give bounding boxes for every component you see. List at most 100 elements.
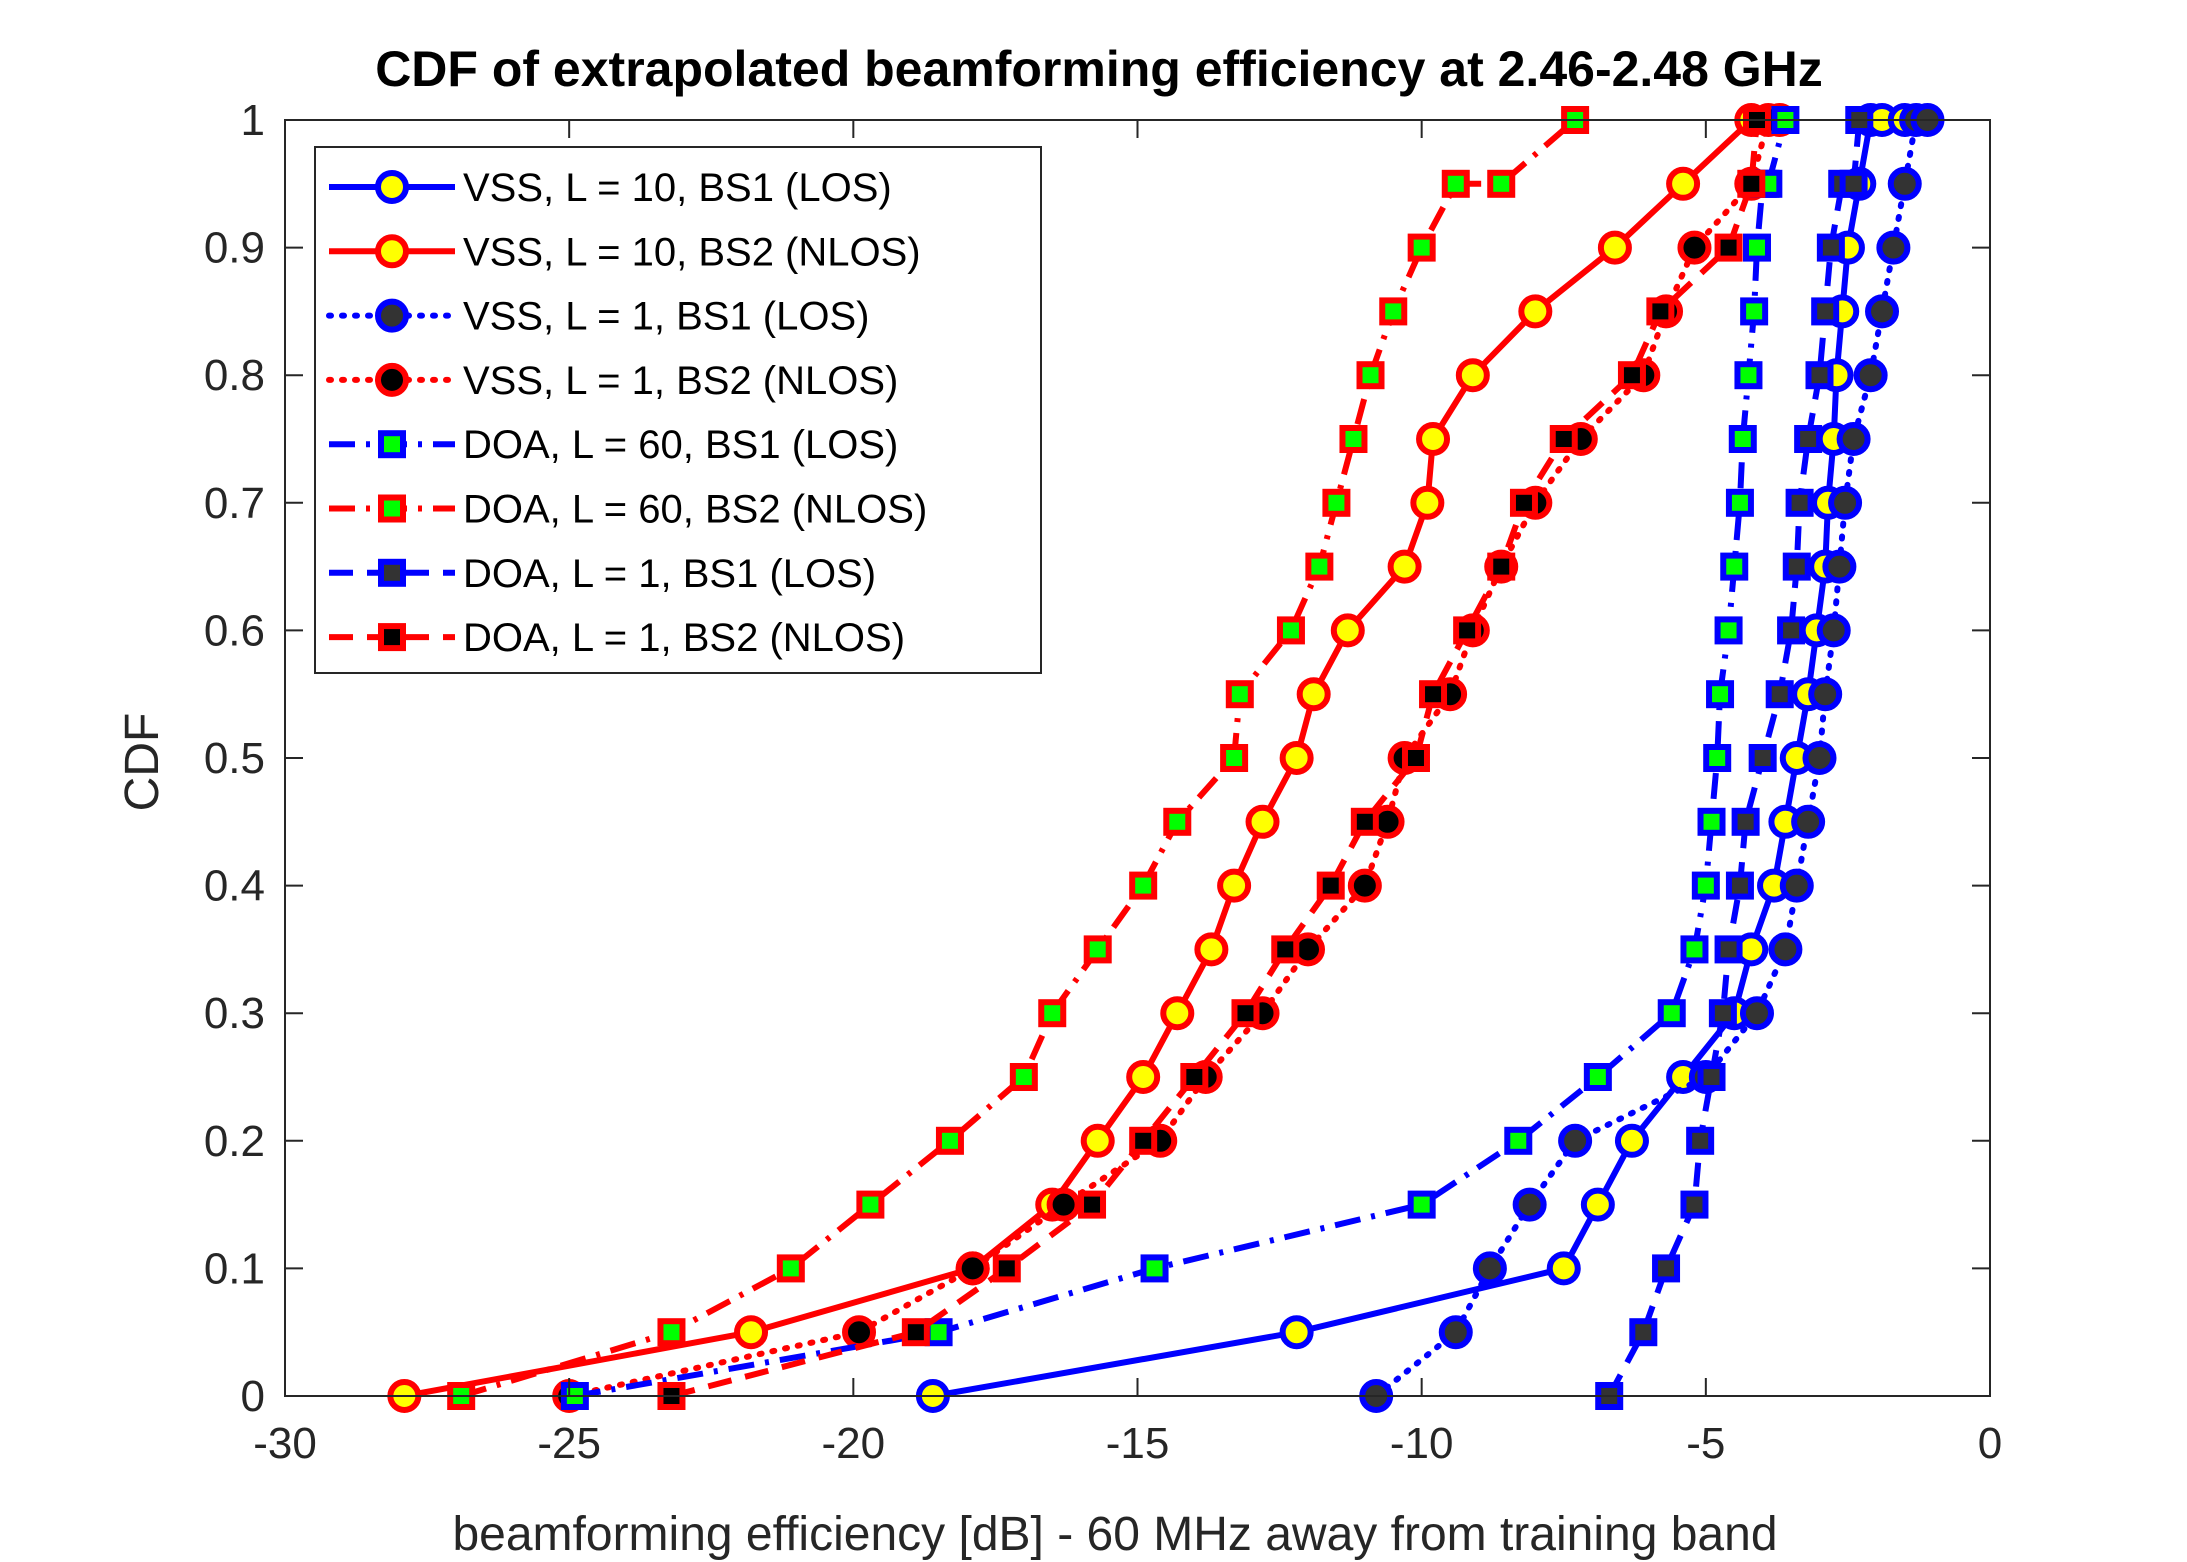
data-point: [1714, 616, 1743, 645]
data-point: [1876, 230, 1911, 265]
data-point: [1740, 297, 1769, 326]
data-point: [1657, 999, 1686, 1028]
data-point: [1356, 361, 1385, 390]
data-point: [1583, 1063, 1612, 1091]
data-point: [1805, 361, 1834, 390]
data-point: [1487, 552, 1516, 581]
legend-label: VSS, L = 10, BS2 (NLOS): [463, 230, 921, 274]
data-point: [734, 1315, 769, 1350]
y-tick-label: 0.8: [204, 351, 265, 400]
y-tick-label: 0.2: [204, 1117, 265, 1166]
legend-marker: [375, 362, 409, 397]
data-point: [1038, 999, 1067, 1028]
data-point: [1009, 1063, 1038, 1091]
x-tick-label: -15: [1106, 1419, 1170, 1468]
data-point: [1140, 1254, 1169, 1283]
legend-label: DOA, L = 1, BS2 (NLOS): [463, 616, 905, 660]
data-point: [1330, 613, 1365, 648]
legend-marker: [375, 234, 409, 269]
x-tick-label: -20: [822, 1419, 886, 1468]
data-point: [1129, 871, 1158, 900]
x-tick-label: -30: [253, 1419, 317, 1468]
legend: VSS, L = 10, BS1 (LOS) VSS, L = 10, BS2 (…: [314, 146, 1042, 674]
data-point: [1731, 807, 1760, 836]
data-point: [1865, 294, 1900, 329]
series-line: [1373, 117, 1931, 1399]
data-point: [1220, 744, 1249, 772]
data-point: [1714, 233, 1743, 262]
legend-item: DOA, L = 60, BS2 (NLOS): [329, 488, 927, 532]
legend-marker: [375, 298, 409, 333]
data-point: [1680, 935, 1709, 964]
data-point: [1231, 999, 1260, 1028]
data-point: [1245, 804, 1280, 839]
data-point: [1410, 485, 1445, 520]
data-point: [1504, 1126, 1533, 1155]
data-point: [1129, 1126, 1158, 1155]
x-tick-label: -10: [1390, 1419, 1454, 1468]
data-point: [1720, 552, 1749, 581]
data-point: [1407, 233, 1436, 262]
legend-box: [314, 146, 1042, 674]
y-tick-label: 0.3: [204, 989, 265, 1038]
data-point: [1666, 166, 1701, 201]
data-point: [1271, 935, 1300, 964]
series-line: [1606, 119, 1863, 1398]
data-point: [1680, 1190, 1709, 1219]
series-5: [560, 106, 1800, 1410]
legend-marker: [375, 170, 409, 204]
data-point: [1703, 744, 1732, 772]
data-point: [1839, 169, 1868, 198]
data-point: [1816, 613, 1851, 648]
data-point: [1580, 1187, 1615, 1222]
data-point: [1518, 294, 1553, 329]
legend-item: VSS, L = 10, BS1 (LOS): [329, 166, 892, 210]
data-point: [1080, 1123, 1115, 1158]
data-point: [1512, 1187, 1547, 1222]
data-point: [1453, 616, 1482, 645]
data-point: [1828, 485, 1863, 520]
legend-label: VSS, L = 1, BS2 (NLOS): [463, 359, 898, 403]
data-point: [1276, 616, 1305, 645]
data-point: [1779, 868, 1814, 903]
data-point: [1708, 999, 1737, 1028]
data-point: [1441, 169, 1470, 198]
legend-marker: [378, 494, 406, 523]
series-layer: [387, 103, 1945, 1413]
series-line: [670, 119, 1760, 1399]
legend-label: VSS, L = 10, BS1 (LOS): [463, 166, 892, 210]
data-point: [1078, 1190, 1107, 1219]
legend-item: DOA, L = 1, BS1 (LOS): [329, 552, 876, 596]
x-tick-label: 0: [1978, 1419, 2002, 1468]
data-point: [1558, 1123, 1593, 1158]
data-point: [1646, 297, 1675, 326]
data-point: [1734, 361, 1763, 390]
legend-item: DOA, L = 1, BS2 (NLOS): [329, 616, 905, 660]
data-point: [1455, 358, 1490, 393]
data-point: [1419, 680, 1448, 709]
data-point: [1160, 996, 1195, 1031]
data-point: [1802, 741, 1837, 775]
data-point: [1407, 1190, 1436, 1219]
data-point: [901, 1318, 930, 1347]
legend-item: VSS, L = 1, BS1 (LOS): [326, 295, 869, 339]
series-8: [657, 106, 1771, 1410]
data-point: [1748, 744, 1777, 772]
data-point: [1697, 807, 1726, 836]
data-point: [1706, 680, 1735, 709]
data-point: [1777, 616, 1806, 645]
data-point: [1597, 230, 1632, 265]
y-tick-label: 1: [241, 96, 265, 145]
data-point: [1686, 1126, 1715, 1155]
legend-marker: [378, 558, 406, 587]
data-point: [1768, 932, 1803, 967]
data-point: [1808, 677, 1843, 712]
data-point: [1853, 358, 1888, 393]
series-7: [1595, 106, 1874, 1410]
x-axis-label: beamforming efficiency [dB] - 60 MHz awa…: [452, 1508, 1777, 1561]
chart-title: CDF of extrapolated beamforming efficien…: [375, 41, 1823, 97]
y-tick-label: 0.4: [204, 862, 265, 911]
data-point: [1046, 1187, 1081, 1222]
data-point: [1316, 871, 1345, 900]
